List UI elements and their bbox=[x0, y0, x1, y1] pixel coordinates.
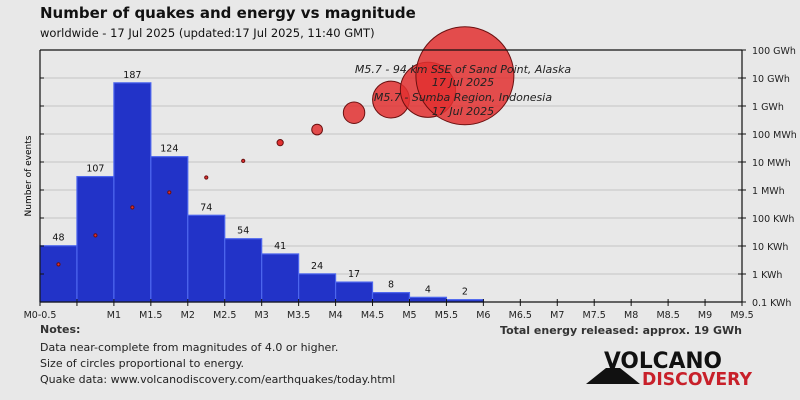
x-tick-label: M6 bbox=[476, 310, 490, 321]
energy-circle bbox=[311, 123, 323, 136]
bar-value-label: 54 bbox=[237, 226, 249, 237]
x-tick-label: M1.5 bbox=[139, 310, 162, 321]
note-line: Data near-complete from magnitudes of 4.… bbox=[40, 341, 339, 354]
energy-circle bbox=[130, 205, 135, 210]
x-tick-label: M2.5 bbox=[213, 310, 236, 321]
bar bbox=[408, 296, 448, 303]
chart-subtitle: worldwide - 17 Jul 2025 (updated:17 Jul … bbox=[40, 26, 375, 40]
y2-tick-label: 100 GWh bbox=[752, 46, 796, 57]
total-energy: Total energy released: approx. 19 GWh bbox=[500, 324, 742, 337]
notes-heading: Notes: bbox=[40, 323, 81, 336]
bar bbox=[150, 156, 189, 303]
bar-value-label: 17 bbox=[348, 269, 360, 280]
x-tick-label: M3 bbox=[255, 310, 269, 321]
bar-value-label: 124 bbox=[160, 144, 178, 155]
energy-circle bbox=[93, 233, 98, 238]
y2-tick-label: 10 KWh bbox=[752, 242, 788, 253]
energy-circle bbox=[342, 101, 366, 124]
x-tick-label: M4.5 bbox=[361, 310, 384, 321]
bar bbox=[224, 238, 263, 303]
x-tick-label: M4 bbox=[328, 310, 342, 321]
x-tick-label: M2 bbox=[181, 310, 195, 321]
y2-tick-label: 1 KWh bbox=[752, 270, 782, 281]
bar bbox=[76, 175, 115, 303]
energy-circle bbox=[56, 262, 61, 267]
bar-value-label: 2 bbox=[462, 287, 468, 298]
x-tick-label: M1 bbox=[107, 310, 121, 321]
bar-value-label: 4 bbox=[425, 284, 431, 295]
bar bbox=[113, 82, 152, 303]
y2-tick-label: 100 KWh bbox=[752, 214, 794, 225]
bar-value-label: 24 bbox=[311, 261, 323, 272]
bar-value-label: 48 bbox=[52, 233, 64, 244]
y2-tick-label: 0.1 KWh bbox=[752, 298, 791, 309]
energy-circle bbox=[167, 190, 172, 195]
bar bbox=[187, 214, 226, 303]
x-tick-label: M7.5 bbox=[583, 310, 606, 321]
x-tick-label: M7 bbox=[550, 310, 564, 321]
y2-tick-label: 1 MWh bbox=[752, 186, 785, 197]
bar bbox=[39, 245, 78, 303]
bar-value-label: 74 bbox=[200, 202, 212, 213]
x-tick-label: M8 bbox=[624, 310, 638, 321]
x-tick-label: M3.5 bbox=[287, 310, 310, 321]
x-tick-label: M5.5 bbox=[435, 310, 458, 321]
note-line: Quake data: www.volcanodiscovery.com/ear… bbox=[40, 373, 396, 386]
y2-tick-label: 100 MWh bbox=[752, 130, 797, 141]
energy-circle bbox=[204, 175, 209, 180]
x-tick-label: M9 bbox=[698, 310, 712, 321]
annotation-alaska-date: 17 Jul 2025 bbox=[432, 76, 494, 89]
y2-tick-label: 10 GWh bbox=[752, 74, 790, 85]
x-tick-label: M9.5 bbox=[730, 310, 753, 321]
annotation-sumba-date: 17 Jul 2025 bbox=[432, 105, 494, 118]
x-tick-label: M5 bbox=[402, 310, 416, 321]
bar-value-label: 8 bbox=[388, 280, 394, 291]
x-tick-label: M8.5 bbox=[656, 310, 679, 321]
chart-title: Number of quakes and energy vs magnitude bbox=[40, 4, 416, 22]
x-tick-label: M6.5 bbox=[509, 310, 532, 321]
bar-value-label: 187 bbox=[123, 70, 141, 81]
annotation-sumba-title: M5.7 - Sumba Region, Indonesia bbox=[374, 91, 552, 104]
bar bbox=[334, 281, 374, 303]
energy-circle bbox=[276, 139, 284, 147]
bar bbox=[261, 253, 300, 303]
energy-circle bbox=[415, 26, 515, 126]
volcanodiscovery-logo[interactable]: VOLCANO DISCOVERY bbox=[584, 346, 764, 392]
y2-tick-label: 10 MWh bbox=[752, 158, 791, 169]
bar bbox=[298, 273, 337, 303]
x-tick-label: M0-0.5 bbox=[24, 310, 57, 321]
y2-tick-label: 1 GWh bbox=[752, 102, 784, 113]
annotation-alaska-title: M5.7 - 94 km SSE of Sand Point, Alaska bbox=[355, 63, 571, 76]
bar-value-label: 107 bbox=[86, 164, 104, 175]
logo-line1: VOLCANO bbox=[604, 349, 722, 374]
bar bbox=[371, 292, 411, 303]
energy-circle bbox=[241, 158, 246, 163]
bar-value-label: 41 bbox=[274, 241, 286, 252]
volcano-icon bbox=[586, 368, 640, 384]
y-axis-label: Number of events bbox=[24, 135, 34, 216]
logo-line2: DISCOVERY bbox=[642, 369, 753, 390]
note-line: Size of circles proportional to energy. bbox=[40, 357, 245, 370]
